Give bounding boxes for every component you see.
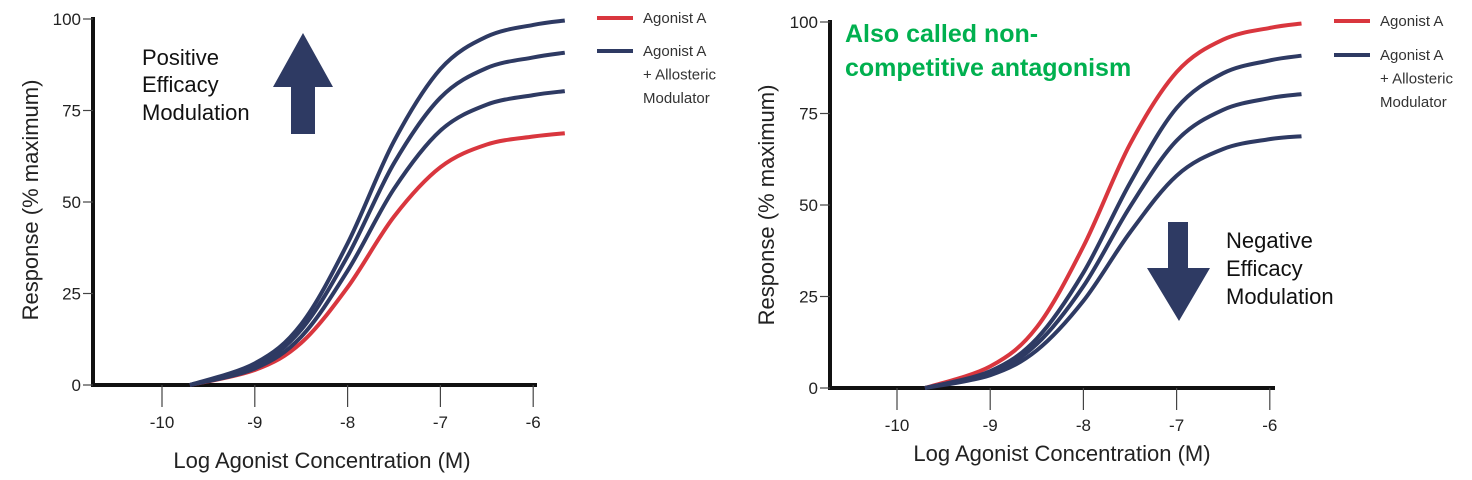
annotation-text: Negative	[1226, 228, 1313, 253]
x-axis-title: Log Agonist Concentration (M)	[173, 448, 470, 473]
note-text: Also called non-	[845, 20, 1038, 48]
annotation-text: Modulation	[142, 100, 250, 125]
series-line-2	[924, 53, 1302, 390]
y-tick-label: 100	[53, 10, 81, 29]
series-line-1	[924, 21, 1302, 390]
legend-label: Agonist A	[1380, 47, 1443, 64]
x-tick-label: -7	[433, 413, 448, 432]
legend-label: + Allosteric	[1380, 71, 1453, 88]
x-axis-title: Log Agonist Concentration (M)	[913, 441, 1210, 466]
y-axis-title: Response (% maximum)	[18, 80, 43, 321]
x-tick-label: -9	[247, 413, 262, 432]
legend-label: Agonist A	[643, 10, 706, 27]
chart-panel-1: 0 25 50 75 100 -10 -9 -8 -7 -6 Log Agonist Concent…	[18, 10, 716, 473]
x-tick-label: -9	[983, 416, 998, 435]
annotation-text: Positive	[142, 45, 219, 70]
series-line-1	[189, 131, 565, 387]
legend: Agonist A Agonist A + Allosteric Modulator	[597, 10, 716, 107]
note-text: competitive antagonism	[845, 54, 1131, 82]
y-tick-label: 75	[62, 102, 81, 121]
legend-label: + Allosteric	[643, 67, 716, 84]
y-tick-label: 75	[799, 105, 818, 124]
series-line-4	[189, 18, 566, 387]
y-tick-label: 100	[790, 13, 818, 32]
x-tick-label: -6	[1262, 416, 1277, 435]
series-line-3	[924, 92, 1302, 390]
series-line-3	[189, 50, 566, 387]
x-tick-label: -8	[340, 413, 355, 432]
legend-label: Modulator	[1380, 94, 1447, 111]
up-arrow-icon	[273, 33, 333, 134]
y-tick-label: 0	[72, 376, 81, 395]
x-tick-label: -10	[885, 416, 910, 435]
y-tick-label: 25	[799, 288, 818, 307]
series-line-2	[189, 89, 566, 387]
annotation-text: Modulation	[1226, 284, 1334, 309]
series-line-4	[924, 134, 1302, 390]
x-tick-label: -6	[526, 413, 541, 432]
x-tick-label: -8	[1076, 416, 1091, 435]
x-tick-label: -7	[1169, 416, 1184, 435]
y-tick-label: 50	[62, 193, 81, 212]
annotation-text: Efficacy	[1226, 256, 1303, 281]
chart-panel-2: 0 25 50 75 100 -10 -9 -8 -7 -6 Log Agonist Concent…	[754, 13, 1453, 466]
legend-label: Agonist A	[1380, 13, 1443, 30]
y-tick-label: 50	[799, 196, 818, 215]
legend-label: Agonist A	[643, 43, 706, 60]
annotation-text: Efficacy	[142, 72, 219, 97]
down-arrow-icon	[1147, 222, 1210, 321]
x-tick-label: -10	[150, 413, 175, 432]
y-axis-title: Response (% maximum)	[754, 85, 779, 326]
legend: Agonist A Agonist A + Allosteric Modulator	[1334, 13, 1453, 111]
y-tick-label: 25	[62, 285, 81, 304]
legend-label: Modulator	[643, 90, 710, 107]
y-tick-label: 0	[809, 379, 818, 398]
